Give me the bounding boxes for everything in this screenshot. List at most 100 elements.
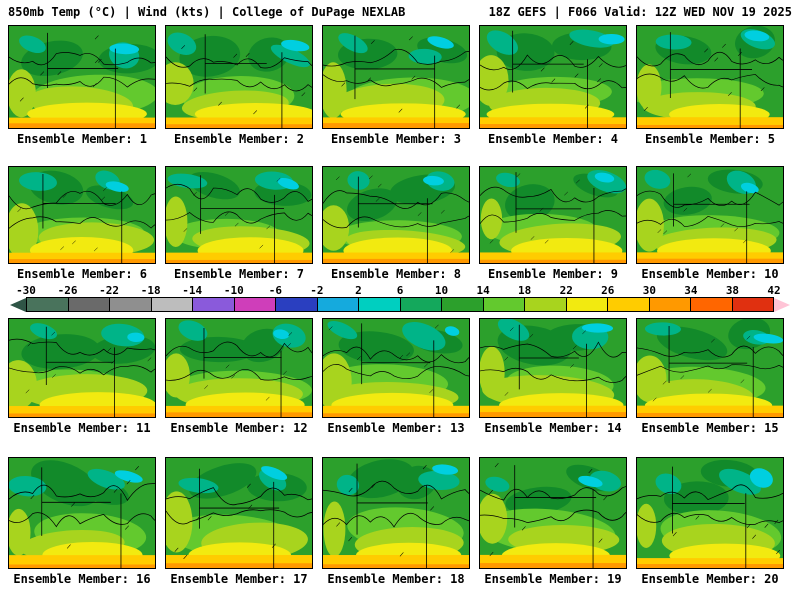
member-map-image <box>165 318 313 418</box>
colorbar-tick: 22 <box>559 284 573 297</box>
colorbar-tick: -30 <box>16 284 36 297</box>
ensemble-member-map[interactable]: Ensemble Member: 4 <box>479 25 627 146</box>
colorbar-tick: -26 <box>57 284 78 297</box>
member-map-image <box>479 25 627 129</box>
colorbar-segment <box>648 298 690 311</box>
member-map-image <box>8 25 156 129</box>
member-map-image <box>636 457 784 569</box>
ensemble-member-map[interactable]: Ensemble Member: 7 <box>165 166 313 281</box>
colorbar-segment <box>233 298 275 311</box>
temperature-colorbar: -30 -26 -22 -18 -14 -10 -6 -2 2 6 10 14 18 22 26 30 34 38… <box>0 284 800 312</box>
ensemble-member-label: Ensemble Member: 13 <box>327 421 465 435</box>
member-map-image <box>165 166 313 264</box>
ensemble-member-label: Ensemble Member: 14 <box>484 421 622 435</box>
product-title: 850mb Temp (°C) | Wind (kts) | College o… <box>8 5 406 19</box>
member-map-image <box>479 166 627 264</box>
colorbar-tick: 6 <box>396 284 404 297</box>
colorbar-tick: -14 <box>182 284 203 297</box>
colorbar-tick: 30 <box>642 284 656 297</box>
member-map-image <box>322 166 470 264</box>
colorbar-tick: -10 <box>223 284 244 297</box>
member-map-image <box>322 318 470 418</box>
temperature-map-svg <box>323 167 469 263</box>
ensemble-member-map[interactable]: Ensemble Member: 1 <box>8 25 156 146</box>
ensemble-member-map[interactable]: Ensemble Member: 9 <box>479 166 627 281</box>
colorbar-right-arrow-icon <box>774 297 790 312</box>
temperature-map-svg <box>9 167 155 263</box>
ensemble-member-label: Ensemble Member: 9 <box>487 267 619 281</box>
colorbar-segment <box>358 298 400 311</box>
temperature-map-svg <box>637 458 783 568</box>
ensemble-member-label: Ensemble Member: 10 <box>641 267 779 281</box>
colorbar-tick: -18 <box>140 284 161 297</box>
ensemble-member-label: Ensemble Member: 5 <box>644 132 776 146</box>
colorbar-tick: 26 <box>601 284 615 297</box>
temperature-map-svg <box>323 458 469 568</box>
ensemble-member-map[interactable]: Ensemble Member: 16 <box>8 457 156 586</box>
temperature-map-svg <box>9 458 155 568</box>
ensemble-member-label: Ensemble Member: 19 <box>484 572 622 586</box>
temperature-map-svg <box>480 458 626 568</box>
ensemble-member-label: Ensemble Member: 3 <box>330 132 462 146</box>
ensemble-member-map[interactable]: Ensemble Member: 14 <box>479 318 627 435</box>
temperature-map-svg <box>480 26 626 128</box>
ensemble-member-map[interactable]: Ensemble Member: 13 <box>322 318 470 435</box>
ensemble-member-label: Ensemble Member: 1 <box>16 132 148 146</box>
ensemble-member-map[interactable]: Ensemble Member: 3 <box>322 25 470 146</box>
ensemble-member-label: Ensemble Member: 12 <box>170 421 308 435</box>
colorbar-segment <box>565 298 607 311</box>
colorbar-segment <box>441 298 483 311</box>
ensemble-member-map[interactable]: Ensemble Member: 6 <box>8 166 156 281</box>
header-bar: 850mb Temp (°C) | Wind (kts) | College o… <box>0 0 800 21</box>
colorbar-tick: -6 <box>268 284 282 297</box>
member-map-image <box>165 457 313 569</box>
member-map-image <box>479 318 627 418</box>
ensemble-member-map[interactable]: Ensemble Member: 8 <box>322 166 470 281</box>
colorbar-segment <box>731 298 773 311</box>
temperature-map-svg <box>323 26 469 128</box>
ensemble-member-map[interactable]: Ensemble Member: 18 <box>322 457 470 586</box>
colorbar-segment <box>150 298 192 311</box>
ensemble-member-label: Ensemble Member: 7 <box>173 267 305 281</box>
colorbar-gradient <box>10 297 790 312</box>
colorbar-segment <box>192 298 234 311</box>
ensemble-member-map[interactable]: Ensemble Member: 11 <box>8 318 156 435</box>
colorbar-tick: 10 <box>434 284 449 297</box>
member-map-image <box>636 166 784 264</box>
ensemble-row: Ensemble Member: 1 Ensemble Member: 2 Ense… <box>0 25 800 146</box>
temperature-map-svg <box>637 26 783 128</box>
member-map-image <box>8 166 156 264</box>
ensemble-member-label: Ensemble Member: 11 <box>13 421 151 435</box>
colorbar-segment <box>690 298 732 311</box>
ensemble-member-map[interactable]: Ensemble Member: 20 <box>636 457 784 586</box>
colorbar-segment <box>109 298 151 311</box>
ensemble-member-map[interactable]: Ensemble Member: 12 <box>165 318 313 435</box>
temperature-map-svg <box>9 26 155 128</box>
member-map-image <box>636 318 784 418</box>
colorbar-segment <box>399 298 441 311</box>
ensemble-member-label: Ensemble Member: 20 <box>641 572 779 586</box>
colorbar-tick: 38 <box>725 284 740 297</box>
colorbar-tick: -2 <box>310 284 324 297</box>
ensemble-member-map[interactable]: Ensemble Member: 17 <box>165 457 313 586</box>
colorbar-segment <box>607 298 649 311</box>
colorbar-tick: 14 <box>476 284 490 297</box>
ensemble-member-map[interactable]: Ensemble Member: 2 <box>165 25 313 146</box>
member-map-image <box>322 25 470 129</box>
colorbar-segment <box>316 298 358 311</box>
ensemble-row: Ensemble Member: 11 Ensemble Member: 12 En… <box>0 318 800 435</box>
ensemble-member-map[interactable]: Ensemble Member: 19 <box>479 457 627 586</box>
ensemble-row: Ensemble Member: 6 Ensemble Member: 7 Ense… <box>0 166 800 281</box>
temperature-map-svg <box>166 458 312 568</box>
colorbar-segment <box>27 298 68 311</box>
temperature-map-svg <box>323 319 469 417</box>
ensemble-member-map[interactable]: Ensemble Member: 15 <box>636 318 784 435</box>
ensemble-row: Ensemble Member: 16 Ensemble Member: 17 En… <box>0 457 800 586</box>
ensemble-member-label: Ensemble Member: 2 <box>173 132 305 146</box>
ensemble-member-map[interactable]: Ensemble Member: 10 <box>636 166 784 281</box>
temperature-map-svg <box>166 319 312 417</box>
colorbar-tick: 34 <box>684 284 698 297</box>
ensemble-member-label: Ensemble Member: 16 <box>13 572 151 586</box>
ensemble-member-label: Ensemble Member: 4 <box>487 132 619 146</box>
ensemble-member-map[interactable]: Ensemble Member: 5 <box>636 25 784 146</box>
